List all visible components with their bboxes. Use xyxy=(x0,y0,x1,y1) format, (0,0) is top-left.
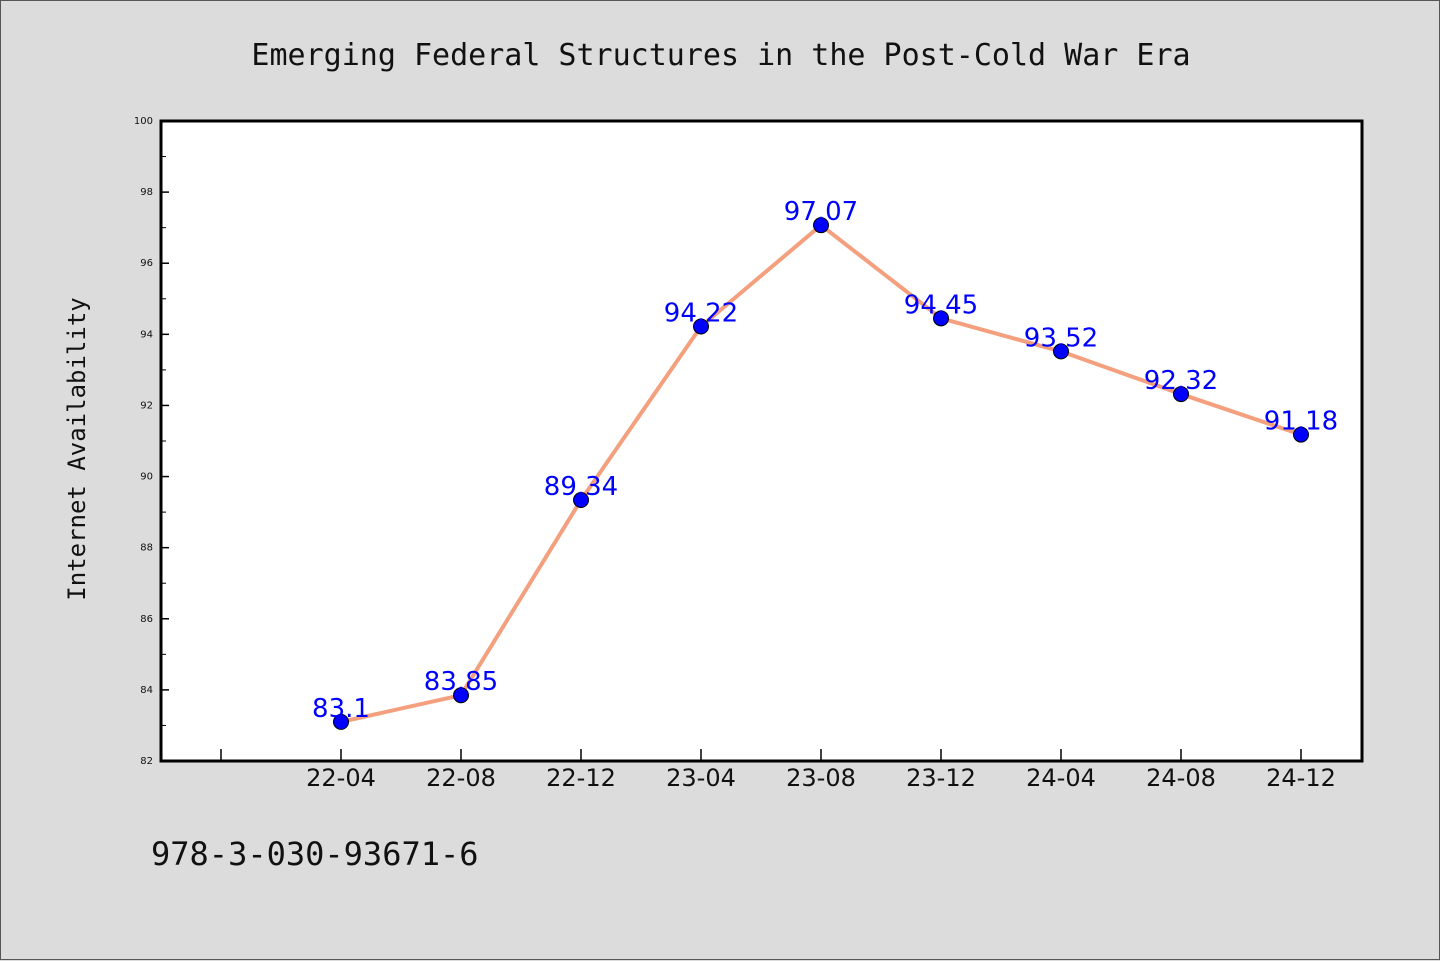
y-tick-label: 90 xyxy=(140,472,153,483)
data-label: 83.85 xyxy=(424,667,498,697)
data-label: 89.34 xyxy=(544,472,618,502)
data-point xyxy=(1053,343,1069,360)
y-tick-label: 86 xyxy=(140,614,153,625)
data-label: 92.32 xyxy=(1144,366,1218,396)
y-tick-label: 88 xyxy=(140,543,153,554)
y-tick-label: 98 xyxy=(140,187,153,198)
data-point xyxy=(453,687,469,704)
data-label: 93.52 xyxy=(1024,323,1098,353)
y-tick-label: 84 xyxy=(140,685,153,696)
data-point xyxy=(573,492,589,509)
x-tick-label: 23-04 xyxy=(666,764,736,792)
x-tick-label: 22-08 xyxy=(426,764,496,792)
data-point xyxy=(333,713,349,730)
x-tick-label: 24-04 xyxy=(1026,764,1096,792)
data-label: 94.45 xyxy=(904,290,978,320)
data-markers xyxy=(333,217,1309,730)
y-tick-label: 92 xyxy=(140,400,153,411)
y-tick-label: 82 xyxy=(140,756,153,767)
y-tick-label: 94 xyxy=(140,329,153,340)
y-tick-label: 100 xyxy=(134,116,153,127)
data-label: 83.1 xyxy=(312,694,370,724)
x-axis-ticks: 22-04 22-08 22-12 23-04 23-08 23-12 24-04 24-08… xyxy=(220,749,1336,792)
data-label: 97.07 xyxy=(784,197,858,227)
data-point xyxy=(1173,386,1189,403)
x-tick-label: 22-12 xyxy=(546,764,616,792)
chart-title: Emerging Federal Structures in the Post-… xyxy=(251,38,1190,73)
x-tick-label: 23-08 xyxy=(786,764,856,792)
data-label: 94.22 xyxy=(664,299,738,329)
plot-area xyxy=(159,119,1364,763)
x-tick-label: 23-12 xyxy=(906,764,976,792)
footer-note: 978-3-030-93671-6 xyxy=(151,835,479,873)
data-point xyxy=(693,318,709,335)
y-axis-label: Internet Availability xyxy=(63,297,91,600)
x-tick-label: 22-04 xyxy=(306,764,376,792)
data-point xyxy=(813,217,829,234)
data-point xyxy=(1293,426,1309,443)
data-labels: 83.1 83.85 89.34 94.22 97.07 94.45 93.52 92.32 9… xyxy=(312,197,1338,724)
data-label: 91.18 xyxy=(1264,407,1338,437)
x-tick-label: 24-08 xyxy=(1146,764,1216,792)
data-point xyxy=(933,310,949,327)
x-tick-label: 24-12 xyxy=(1266,764,1336,792)
y-axis-ticks: 82 84 86 88 90 92 94 96 98 100 xyxy=(134,116,169,767)
y-tick-label: 96 xyxy=(140,258,153,269)
